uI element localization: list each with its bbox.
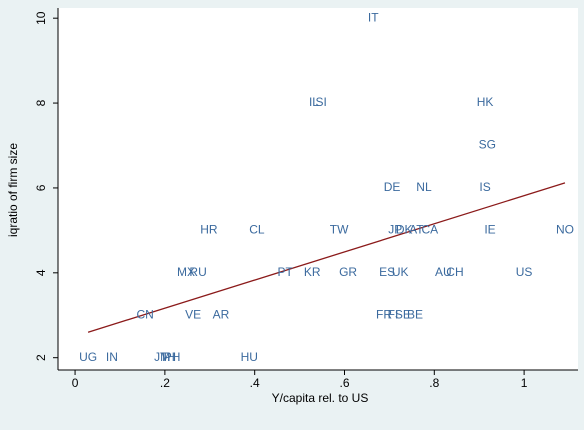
point-label: SI <box>315 95 326 109</box>
point-label: DK <box>396 223 413 237</box>
point-label: IN <box>106 350 118 364</box>
point-label: IL <box>309 95 319 109</box>
point-label: PT <box>278 265 294 279</box>
point-label: FI <box>388 307 399 321</box>
y-tick-label: 6 <box>34 184 48 191</box>
point-label: TH <box>160 350 176 364</box>
point-label: UK <box>392 265 409 279</box>
x-tick-label: .2 <box>160 376 170 390</box>
point-label: ES <box>379 265 395 279</box>
x-tick-label: 0 <box>72 376 79 390</box>
point-label: CA <box>421 223 438 237</box>
point-label: NL <box>416 180 432 194</box>
point-label: CH <box>446 265 463 279</box>
point-label: TW <box>330 223 349 237</box>
y-tick-label: 10 <box>34 11 48 25</box>
point-label: KR <box>304 265 321 279</box>
point-label: HU <box>241 350 258 364</box>
point-label: AU <box>435 265 452 279</box>
point-label: CN <box>136 307 153 321</box>
point-label: NO <box>556 223 574 237</box>
point-label: AR <box>213 307 230 321</box>
x-tick-label: .6 <box>339 376 349 390</box>
point-label: FR <box>376 307 392 321</box>
fit-line <box>87 182 566 333</box>
point-label: IT <box>368 10 379 24</box>
point-label: AT <box>409 223 424 237</box>
point-label: IE <box>484 223 495 237</box>
point-label: BE <box>407 307 423 321</box>
point-label: HK <box>477 95 494 109</box>
plot-area <box>58 8 578 370</box>
point-label: HR <box>200 223 218 237</box>
point-label: RU <box>189 265 206 279</box>
point-label: VE <box>185 307 201 321</box>
point-label: UG <box>79 350 97 364</box>
x-tick-label: .8 <box>429 376 439 390</box>
point-label: SE <box>395 307 411 321</box>
point-label: US <box>516 265 533 279</box>
y-tick-label: 2 <box>34 354 48 361</box>
point-label: JP <box>388 223 402 237</box>
x-axis-title: Y/capita rel. to US <box>272 391 369 405</box>
point-label: IS <box>479 180 490 194</box>
point-label: CL <box>249 223 265 237</box>
y-axis-title: iqratio of firm size <box>6 143 20 237</box>
y-tick-label: 4 <box>34 269 48 276</box>
point-label: JM <box>154 350 170 364</box>
x-tick-label: 1 <box>521 376 528 390</box>
point-label: GR <box>339 265 357 279</box>
x-tick-label: .4 <box>250 376 260 390</box>
point-label: MX <box>177 265 195 279</box>
point-label: PH <box>164 350 181 364</box>
point-label: DE <box>384 180 401 194</box>
y-tick-label: 8 <box>34 99 48 106</box>
point-label: SG <box>479 138 496 152</box>
